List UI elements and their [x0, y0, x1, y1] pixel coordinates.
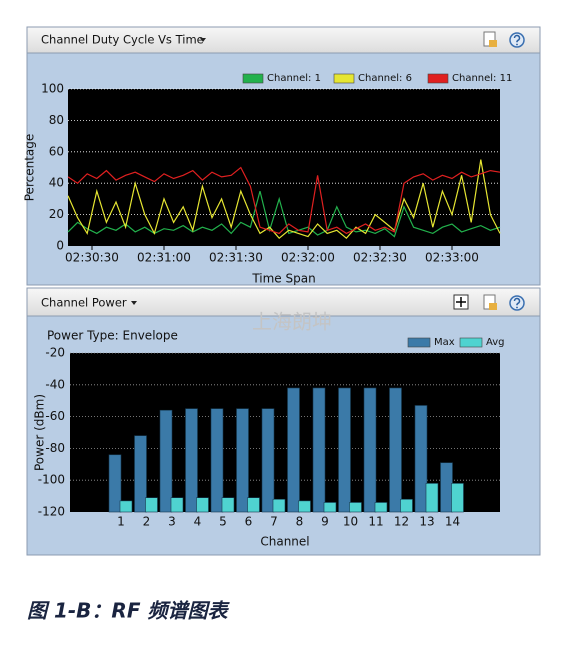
x-tick-label: 02:31:00: [137, 251, 191, 265]
plot-area: [68, 89, 500, 246]
export-icon[interactable]: [483, 294, 497, 310]
x-tick-label: 1: [117, 515, 125, 529]
legend-label: Max: [434, 337, 455, 348]
x-axis-label: Time Span: [251, 272, 315, 286]
bar: [400, 498, 413, 513]
x-tick-label: 6: [245, 515, 253, 529]
y-tick-label: 40: [49, 176, 64, 190]
dropdown-arrow[interactable]: [200, 38, 206, 42]
y-tick-label: 20: [49, 207, 64, 221]
bar: [414, 405, 428, 513]
crosshair-icon[interactable]: [453, 294, 469, 310]
x-tick-label: 9: [321, 515, 329, 529]
legend-swatch: [459, 337, 483, 348]
bar: [312, 387, 326, 513]
x-tick-label: 02:32:00: [281, 251, 335, 265]
x-tick-label: 4: [194, 515, 202, 529]
y-tick-label: -100: [38, 473, 65, 487]
watermark: 上海朗坤: [252, 310, 332, 334]
chart-subtitle: Power Type: Envelope: [47, 329, 178, 343]
bar: [185, 408, 198, 513]
x-tick-label: 11: [368, 515, 383, 529]
bar: [261, 408, 275, 513]
y-tick-label: -40: [45, 377, 65, 391]
bar: [451, 483, 464, 513]
legend-swatch: [333, 73, 355, 84]
bar: [247, 497, 260, 513]
legend-label: Channel: 6: [358, 73, 412, 84]
bar: [425, 483, 439, 513]
x-tick-label: 02:32:30: [353, 251, 407, 265]
legend-label: Avg: [486, 337, 505, 348]
line-series: [67, 190, 501, 238]
bar: [323, 502, 337, 513]
bar: [349, 502, 362, 513]
y-tick-label: 80: [49, 113, 64, 127]
x-tick-label: 8: [296, 515, 304, 529]
x-tick-label: 12: [394, 515, 409, 529]
bar: [363, 387, 377, 513]
bar: [389, 387, 402, 513]
x-tick-label: 3: [168, 515, 176, 529]
help-icon[interactable]: [509, 32, 525, 48]
legend-swatch: [407, 337, 431, 348]
x-tick-label: 10: [343, 515, 358, 529]
panel-title: Channel Duty Cycle Vs Time: [41, 33, 204, 47]
x-tick-label: 5: [219, 515, 227, 529]
x-tick-label: 7: [270, 515, 278, 529]
legend-label: Channel: 11: [452, 73, 512, 84]
bar: [374, 502, 388, 513]
x-tick-label: 2: [143, 515, 151, 529]
y-axis-label: Percentage: [23, 134, 37, 202]
y-tick-label: 60: [49, 144, 64, 158]
bar: [145, 497, 158, 513]
x-tick-label: 02:33:00: [425, 251, 479, 265]
y-axis-label: Power (dBm): [33, 394, 47, 471]
panel-title: Channel Power: [41, 296, 127, 310]
dropdown-arrow[interactable]: [131, 301, 137, 305]
bar: [338, 387, 351, 513]
y-tick-label: -120: [38, 505, 65, 519]
bar: [108, 454, 122, 513]
help-icon[interactable]: [509, 295, 525, 311]
x-tick-label: 14: [445, 515, 460, 529]
legend-swatch: [242, 73, 264, 84]
y-tick-label: 0: [56, 239, 64, 253]
y-tick-label: -20: [45, 346, 65, 360]
y-tick-label: -80: [45, 441, 65, 455]
line-series: [67, 166, 501, 235]
legend-label: Channel: 1: [267, 73, 321, 84]
bar: [119, 500, 133, 513]
x-tick-label: 13: [419, 515, 434, 529]
bar: [170, 497, 184, 513]
export-icon[interactable]: [483, 31, 497, 47]
y-tick-label: 100: [41, 82, 64, 96]
panel-header: [26, 26, 541, 54]
bar: [287, 387, 300, 513]
bar: [210, 408, 224, 513]
legend-swatch: [427, 73, 449, 84]
bar: [440, 462, 453, 513]
bar: [298, 500, 311, 513]
figure-caption: 图 1-B：RF 频谱图表: [27, 599, 230, 623]
x-tick-label: 02:30:30: [65, 251, 119, 265]
bar: [134, 435, 147, 513]
bar: [236, 408, 249, 513]
bar: [159, 409, 173, 513]
line-series: [67, 159, 501, 240]
x-tick-label: 02:31:30: [209, 251, 263, 265]
x-axis-label: Channel: [260, 535, 309, 549]
bar: [221, 497, 235, 513]
bar: [196, 497, 209, 513]
bar: [272, 498, 286, 513]
y-tick-label: -60: [45, 409, 65, 423]
